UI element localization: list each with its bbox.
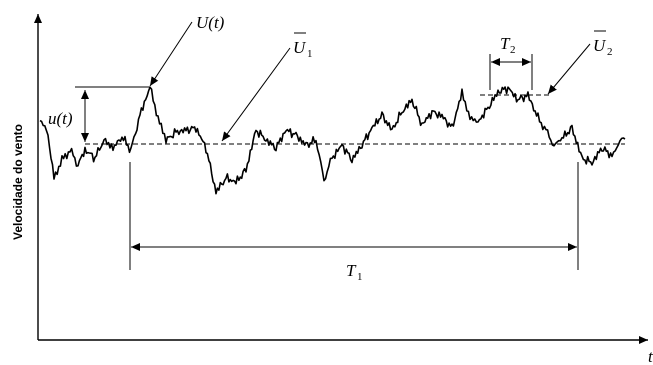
svg-text:U: U [593,36,607,55]
x-axis-label: t [648,347,653,365]
svg-text:1: 1 [357,271,363,283]
y-axis-label: Velocidade do vento [11,124,25,240]
svg-text:U: U [293,38,307,57]
U2-leader [547,43,591,95]
U-t-leader [149,21,193,87]
T1-label: T 1 [346,261,363,283]
svg-text:T: T [346,261,357,280]
T2-label: T 2 [500,34,516,56]
svg-text:2: 2 [510,44,516,56]
U1-leader [221,47,291,142]
U2-label: U 2 [593,30,613,58]
U-t-label: U(t) [196,13,225,32]
wind-signal-curve [39,86,626,195]
svg-text:2: 2 [607,46,613,58]
U1-label: U 1 [293,32,313,60]
svg-text:T: T [500,34,511,53]
svg-text:1: 1 [307,48,313,60]
u-t-label: u(t) [48,109,73,128]
